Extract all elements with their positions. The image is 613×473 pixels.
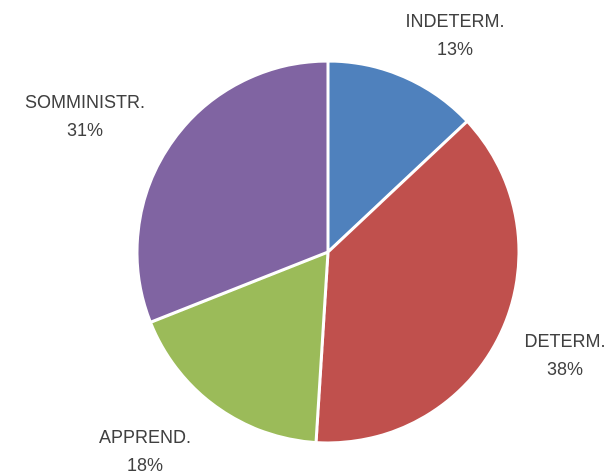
slice-value-label: 13%: [437, 39, 473, 59]
slice-value-label: 38%: [547, 359, 583, 379]
slice-label: APPREND.: [99, 427, 191, 447]
pie-slice: [148, 250, 330, 445]
slice-label: DETERM.: [525, 331, 606, 351]
slice-value-label: 18%: [127, 455, 163, 473]
slice-value-label: 31%: [67, 120, 103, 140]
pie-slice: [135, 59, 330, 324]
pie-slice: [314, 119, 521, 445]
pie-slice: [326, 59, 469, 254]
slice-label: INDETERM.: [406, 11, 505, 31]
slice-label: SOMMINISTR.: [25, 92, 145, 112]
